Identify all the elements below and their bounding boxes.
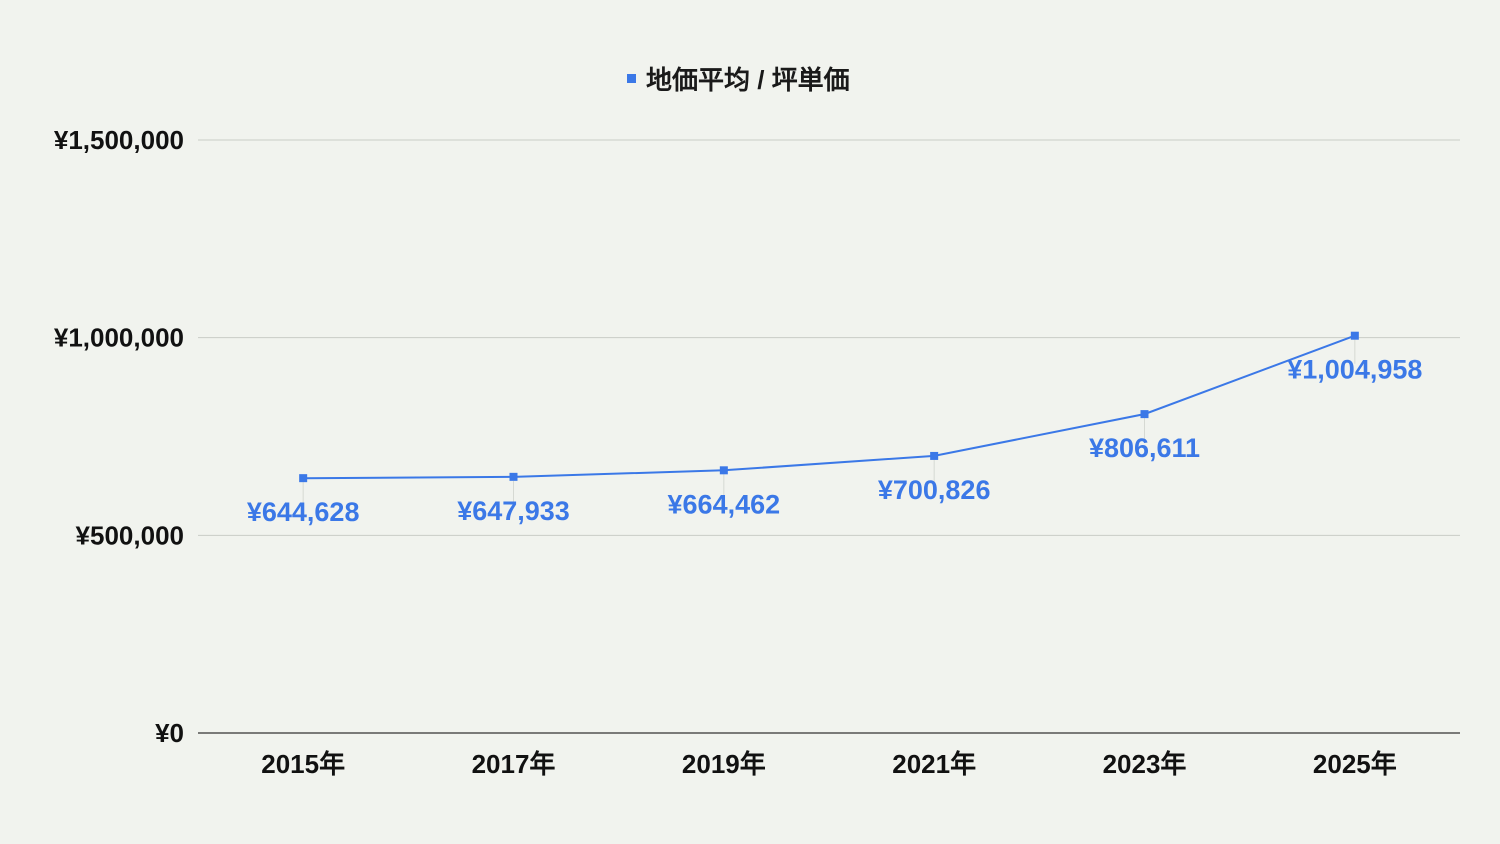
x-tick-label: 2025年	[1313, 749, 1397, 779]
data-label: ¥1,004,958	[1287, 355, 1422, 385]
y-tick-label: ¥0	[155, 718, 184, 748]
legend-marker	[627, 74, 636, 83]
y-tick-label: ¥1,000,000	[54, 323, 184, 353]
x-tick-label: 2017年	[472, 749, 556, 779]
data-point-marker	[299, 474, 308, 483]
x-tick-label: 2021年	[892, 749, 976, 779]
data-point-marker	[509, 472, 518, 481]
series-line-group	[299, 331, 1359, 507]
data-label: ¥700,826	[878, 475, 991, 505]
gridlines	[198, 139, 1460, 734]
x-tick-label: 2023年	[1103, 749, 1187, 779]
series-line	[303, 334, 1356, 480]
data-point-marker	[1350, 331, 1359, 340]
x-tick-label: 2015年	[261, 749, 345, 779]
legend-label: 地価平均 / 坪単価	[646, 65, 850, 95]
data-point-marker	[719, 466, 728, 475]
y-axis-ticks: ¥0 ¥500,000 ¥1,000,000 ¥1,500,000	[54, 125, 184, 748]
data-labels: ¥644,628 ¥647,933 ¥664,462 ¥700,826 ¥806,611…	[247, 355, 1423, 527]
data-point-marker	[930, 451, 939, 460]
x-axis-ticks: 2015年 2017年 2019年 2021年 2023年 2025年	[261, 749, 1397, 779]
legend: 地価平均 / 坪単価	[627, 65, 850, 95]
x-tick-label: 2019年	[682, 749, 766, 779]
y-tick-label: ¥500,000	[76, 520, 184, 550]
data-label: ¥647,933	[457, 496, 570, 526]
data-label: ¥806,611	[1089, 433, 1200, 463]
data-point-marker	[1140, 410, 1149, 419]
data-label: ¥664,462	[668, 489, 781, 519]
data-label: ¥644,628	[247, 497, 360, 527]
y-tick-label: ¥1,500,000	[54, 125, 184, 155]
